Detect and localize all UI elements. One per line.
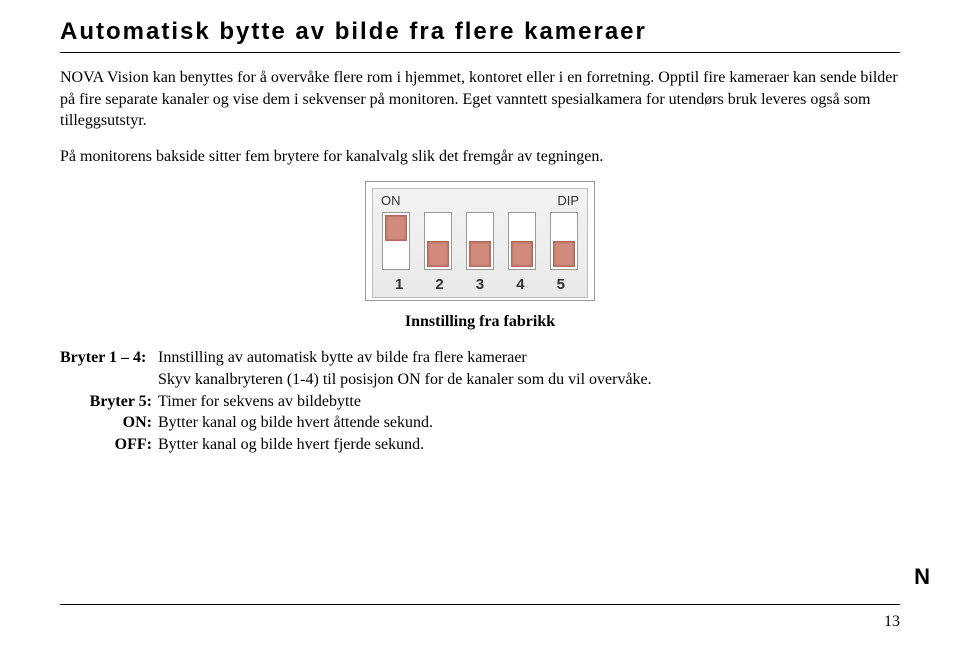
dip-label-dip: DIP <box>557 193 579 208</box>
paragraph-2: På monitorens bakside sitter fem brytere… <box>60 146 900 168</box>
dip-label-on: ON <box>381 193 401 208</box>
entry-label: OFF: <box>60 434 158 456</box>
dip-switch-panel: ON DIP 1 2 3 4 5 <box>372 188 588 298</box>
entry-off: OFF: Bytter kanal og bilde hvert fjerde … <box>60 434 900 456</box>
entry-line: Skyv kanalbryteren (1-4) til posisjon ON… <box>158 369 900 391</box>
dip-number: 3 <box>476 276 484 293</box>
dip-number: 5 <box>557 276 565 293</box>
dip-slider <box>511 241 533 267</box>
dip-switch-1 <box>382 212 410 270</box>
dip-slider <box>469 241 491 267</box>
entry-text: Innstilling av automatisk bytte av bilde… <box>158 347 900 390</box>
entry-on: ON: Bytter kanal og bilde hvert åttende … <box>60 412 900 434</box>
dip-switch-2 <box>424 212 452 270</box>
entry-bryter-1-4: Bryter 1 – 4: Innstilling av automatisk … <box>60 347 900 390</box>
entry-text: Bytter kanal og bilde hvert åttende seku… <box>158 412 900 434</box>
paragraph-1: NOVA Vision kan benyttes for å overvåke … <box>60 67 900 132</box>
dip-slider <box>427 241 449 267</box>
dip-switch-row <box>379 212 581 270</box>
dip-switch-5 <box>550 212 578 270</box>
entry-bryter-5: Bryter 5: Timer for sekvens av bildebytt… <box>60 391 900 413</box>
switch-description-list: Bryter 1 – 4: Innstilling av automatisk … <box>60 347 900 455</box>
entry-label: Bryter 1 – 4: <box>60 347 158 390</box>
margin-letter: N <box>914 564 930 590</box>
dip-slider <box>385 215 407 241</box>
dip-switch-figure: ON DIP 1 2 3 4 5 <box>365 181 595 301</box>
dip-switch-4 <box>508 212 536 270</box>
dip-slider <box>553 241 575 267</box>
figure-caption: Innstilling fra fabrikk <box>60 313 900 331</box>
dip-number-row: 1 2 3 4 5 <box>379 276 581 293</box>
dip-number: 1 <box>395 276 403 293</box>
footer-rule <box>60 604 900 605</box>
entry-label: Bryter 5: <box>60 391 158 413</box>
entry-text: Timer for sekvens av bildebytte <box>158 391 900 413</box>
dip-number: 4 <box>516 276 524 293</box>
dip-number: 2 <box>435 276 443 293</box>
entry-line: Innstilling av automatisk bytte av bilde… <box>158 347 900 369</box>
dip-top-labels: ON DIP <box>379 193 581 208</box>
page-title: Automatisk bytte av bilde fra flere kame… <box>60 18 900 53</box>
dip-switch-3 <box>466 212 494 270</box>
entry-label: ON: <box>60 412 158 434</box>
entry-text: Bytter kanal og bilde hvert fjerde sekun… <box>158 434 900 456</box>
page-number: 13 <box>884 613 900 631</box>
